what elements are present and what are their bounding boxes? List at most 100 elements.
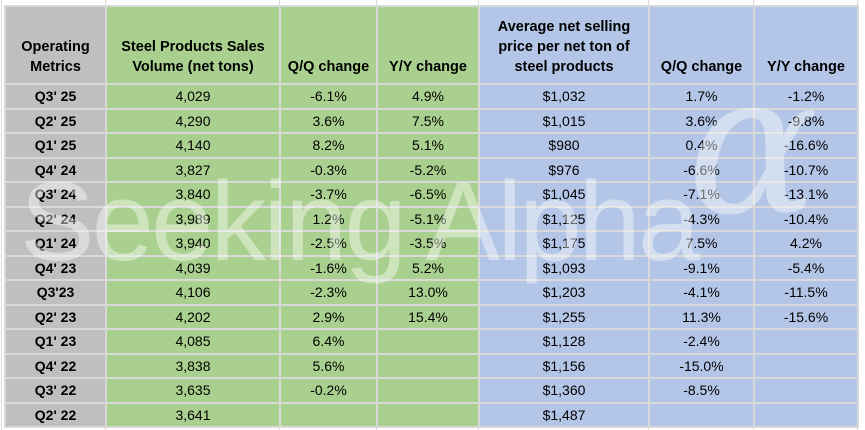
table-row: Q3' 22 3,635 -0.2% $1,360 -8.5% — [4, 377, 859, 404]
table-row: Q4' 22 3,838 5.6% $1,156 -15.0% — [4, 352, 859, 379]
volume-cell: 4,085 — [105, 328, 281, 355]
volume-cell: 4,106 — [105, 279, 281, 306]
table-body: Q3' 25 4,029 -6.1% 4.9% $1,032 1.7% -1.2… — [4, 83, 859, 428]
margin-gridline — [1, 0, 2, 430]
volume-qq-change-cell: 1.2% — [279, 205, 378, 232]
volume-yy-change-cell: 5.2% — [376, 254, 480, 281]
volume-qq-change-cell: -0.3% — [279, 156, 378, 183]
table-row: Q2' 23 4,202 2.9% 15.4% $1,255 11.3% -15… — [4, 303, 859, 330]
price-cell: $980 — [478, 132, 650, 159]
volume-qq-change-cell: 6.4% — [279, 328, 378, 355]
quarter-label-cell: Q1' 25 — [4, 132, 107, 159]
price-cell: $1,045 — [478, 181, 650, 208]
volume-cell: 3,940 — [105, 230, 281, 257]
volume-cell: 3,838 — [105, 352, 281, 379]
price-yy-change-cell — [753, 352, 859, 379]
volume-qq-change-cell: -2.5% — [279, 230, 378, 257]
volume-yy-change-cell — [376, 401, 480, 428]
volume-cell: 4,039 — [105, 254, 281, 281]
table-row: Q3' 24 3,840 -3.7% -6.5% $1,045 -7.1% -1… — [4, 181, 859, 208]
header-row: Operating Metrics Steel Products Sales V… — [4, 5, 859, 85]
quarter-label-cell: Q4' 23 — [4, 254, 107, 281]
quarter-label-cell: Q1' 24 — [4, 230, 107, 257]
table-row: Q1' 23 4,085 6.4% $1,128 -2.4% — [4, 328, 859, 355]
price-yy-change-cell — [753, 401, 859, 428]
volume-yy-change-cell: -6.5% — [376, 181, 480, 208]
quarter-label-cell: Q2' 24 — [4, 205, 107, 232]
price-cell: $1,203 — [478, 279, 650, 306]
volume-qq-change-cell: 5.6% — [279, 352, 378, 379]
volume-yy-change-cell — [376, 352, 480, 379]
col-header-price-yy-change: Y/Y change — [753, 5, 859, 85]
price-qq-change-cell: -15.0% — [648, 352, 755, 379]
table-row: Q4' 23 4,039 -1.6% 5.2% $1,093 -9.1% -5.… — [4, 254, 859, 281]
price-qq-change-cell: -2.4% — [648, 328, 755, 355]
operating-metrics-table: Operating Metrics Steel Products Sales V… — [4, 5, 859, 428]
price-qq-change-cell: 11.3% — [648, 303, 755, 330]
volume-qq-change-cell: -2.3% — [279, 279, 378, 306]
price-yy-change-cell: -10.4% — [753, 205, 859, 232]
volume-yy-change-cell: 15.4% — [376, 303, 480, 330]
col-header-price-qq-change: Q/Q change — [648, 5, 755, 85]
price-yy-change-cell: -11.5% — [753, 279, 859, 306]
col-header-operating-metrics: Operating Metrics — [4, 5, 107, 85]
volume-cell: 4,202 — [105, 303, 281, 330]
price-yy-change-cell: -1.2% — [753, 83, 859, 110]
volume-cell: 3,840 — [105, 181, 281, 208]
quarter-label-cell: Q2' 23 — [4, 303, 107, 330]
volume-qq-change-cell: 2.9% — [279, 303, 378, 330]
volume-yy-change-cell: -5.1% — [376, 205, 480, 232]
col-header-sales-volume: Steel Products Sales Volume (net tons) — [105, 5, 281, 85]
price-qq-change-cell: -4.1% — [648, 279, 755, 306]
quarter-label-cell: Q4' 22 — [4, 352, 107, 379]
quarter-label-cell: Q1' 23 — [4, 328, 107, 355]
price-yy-change-cell: -9.8% — [753, 107, 859, 134]
price-cell: $1,015 — [478, 107, 650, 134]
volume-yy-change-cell: 4.9% — [376, 83, 480, 110]
price-yy-change-cell: -13.1% — [753, 181, 859, 208]
table-row: Q4' 24 3,827 -0.3% -5.2% $976 -6.6% -10.… — [4, 156, 859, 183]
volume-yy-change-cell: 7.5% — [376, 107, 480, 134]
quarter-label-cell: Q3'23 — [4, 279, 107, 306]
price-qq-change-cell: 1.7% — [648, 83, 755, 110]
table-row: Q3' 25 4,029 -6.1% 4.9% $1,032 1.7% -1.2… — [4, 83, 859, 110]
price-cell: $1,360 — [478, 377, 650, 404]
quarter-label-cell: Q3' 22 — [4, 377, 107, 404]
price-cell: $1,255 — [478, 303, 650, 330]
table-row: Q2' 22 3,641 $1,487 — [4, 401, 859, 428]
price-yy-change-cell: 4.2% — [753, 230, 859, 257]
price-yy-change-cell: -16.6% — [753, 132, 859, 159]
volume-cell: 3,635 — [105, 377, 281, 404]
price-qq-change-cell: 3.6% — [648, 107, 755, 134]
price-cell: $1,128 — [478, 328, 650, 355]
volume-cell: 4,140 — [105, 132, 281, 159]
table-row: Q3'23 4,106 -2.3% 13.0% $1,203 -4.1% -11… — [4, 279, 859, 306]
volume-qq-change-cell: -0.2% — [279, 377, 378, 404]
price-qq-change-cell: -8.5% — [648, 377, 755, 404]
price-cell: $1,175 — [478, 230, 650, 257]
volume-qq-change-cell: 8.2% — [279, 132, 378, 159]
volume-cell: 3,827 — [105, 156, 281, 183]
volume-qq-change-cell — [279, 401, 378, 428]
price-yy-change-cell: -5.4% — [753, 254, 859, 281]
price-qq-change-cell: -6.6% — [648, 156, 755, 183]
volume-yy-change-cell: 13.0% — [376, 279, 480, 306]
volume-cell: 3,641 — [105, 401, 281, 428]
volume-cell: 3,989 — [105, 205, 281, 232]
price-yy-change-cell: -10.7% — [753, 156, 859, 183]
volume-yy-change-cell — [376, 377, 480, 404]
quarter-label-cell: Q4' 24 — [4, 156, 107, 183]
volume-yy-change-cell — [376, 328, 480, 355]
price-cell: $976 — [478, 156, 650, 183]
table-row: Q1' 24 3,940 -2.5% -3.5% $1,175 7.5% 4.2… — [4, 230, 859, 257]
volume-qq-change-cell: -3.7% — [279, 181, 378, 208]
volume-qq-change-cell: -6.1% — [279, 83, 378, 110]
table-row: Q2' 25 4,290 3.6% 7.5% $1,015 3.6% -9.8% — [4, 107, 859, 134]
quarter-label-cell: Q2' 22 — [4, 401, 107, 428]
price-cell: $1,125 — [478, 205, 650, 232]
table-row: Q2' 24 3,989 1.2% -5.1% $1,125 -4.3% -10… — [4, 205, 859, 232]
price-qq-change-cell: -9.1% — [648, 254, 755, 281]
volume-yy-change-cell: -3.5% — [376, 230, 480, 257]
quarter-label-cell: Q3' 25 — [4, 83, 107, 110]
price-cell: $1,156 — [478, 352, 650, 379]
